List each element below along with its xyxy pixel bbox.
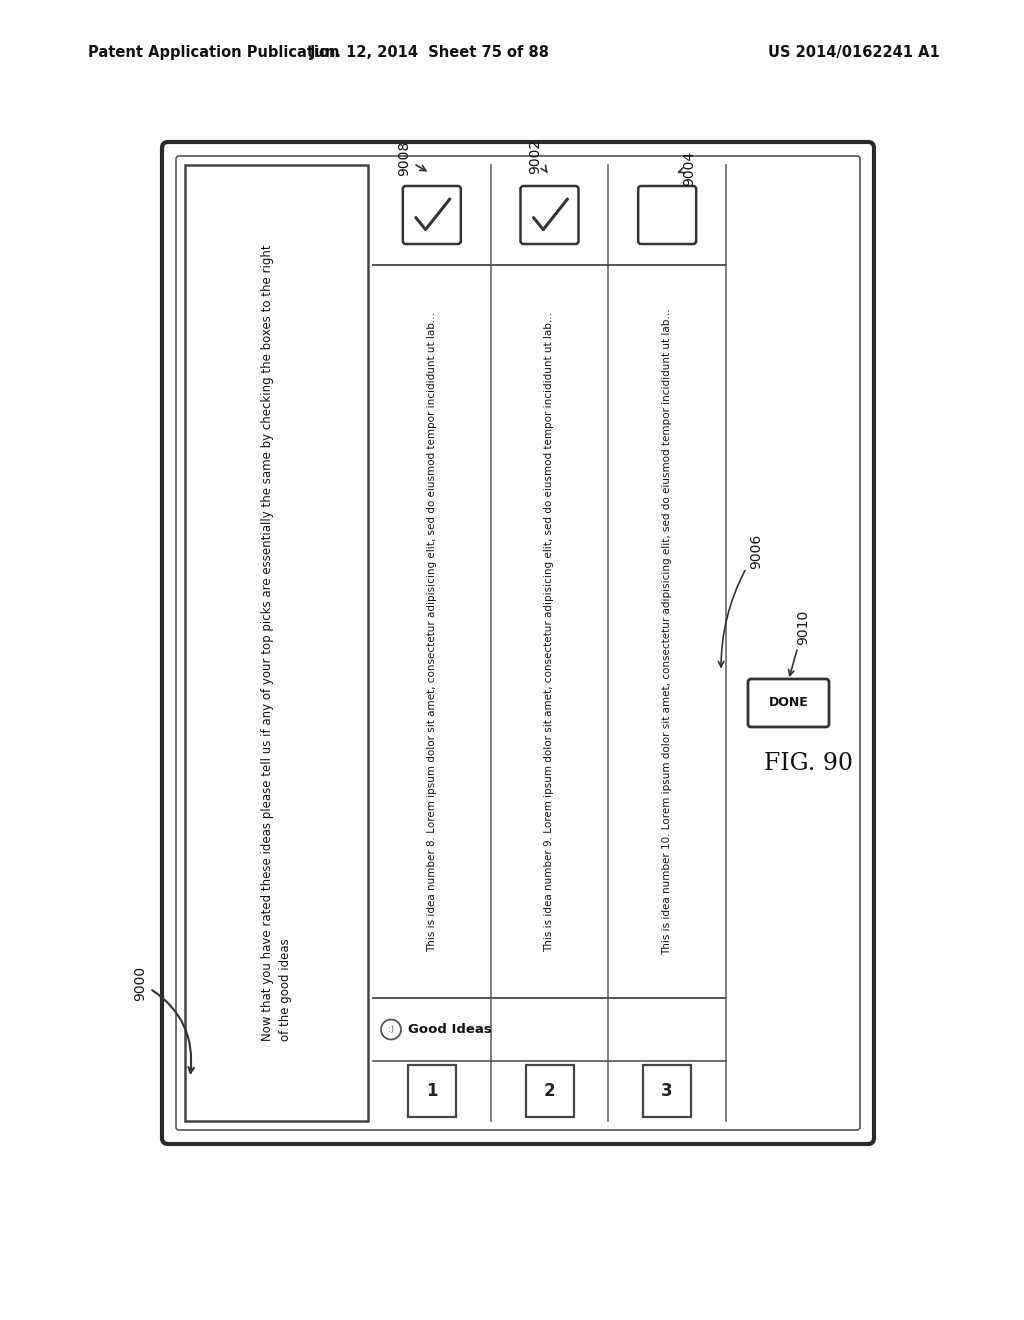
Text: Patent Application Publication: Patent Application Publication xyxy=(88,45,340,59)
Text: 1: 1 xyxy=(426,1082,437,1100)
FancyBboxPatch shape xyxy=(748,678,829,727)
Text: US 2014/0162241 A1: US 2014/0162241 A1 xyxy=(768,45,940,59)
Text: DONE: DONE xyxy=(769,697,808,710)
Text: FIG. 90: FIG. 90 xyxy=(764,751,853,775)
Text: This is idea number 10. Lorem ipsum dolor sit amet, consectetur adipisicing elit: This is idea number 10. Lorem ipsum dolo… xyxy=(663,309,672,954)
FancyBboxPatch shape xyxy=(162,143,874,1144)
Bar xyxy=(185,165,368,1121)
FancyBboxPatch shape xyxy=(638,186,696,244)
Text: 9000: 9000 xyxy=(133,965,194,1073)
Text: 9006: 9006 xyxy=(718,533,763,667)
Text: 9004: 9004 xyxy=(679,150,696,186)
Text: Now that you have rated these ideas please tell us if any of your top picks are : Now that you have rated these ideas plea… xyxy=(261,244,292,1041)
Text: This is idea number 8. Lorem ipsum dolor sit amet, consectetur adipisicing elit,: This is idea number 8. Lorem ipsum dolor… xyxy=(427,312,437,952)
Bar xyxy=(525,1065,573,1117)
Text: 9002: 9002 xyxy=(528,139,547,173)
Bar xyxy=(643,1065,691,1117)
Text: 3: 3 xyxy=(662,1082,673,1100)
Text: 2: 2 xyxy=(544,1082,555,1100)
FancyBboxPatch shape xyxy=(402,186,461,244)
FancyBboxPatch shape xyxy=(176,156,860,1130)
Text: Jun. 12, 2014  Sheet 75 of 88: Jun. 12, 2014 Sheet 75 of 88 xyxy=(310,45,550,59)
FancyBboxPatch shape xyxy=(520,186,579,244)
Text: 9008: 9008 xyxy=(397,140,426,176)
Circle shape xyxy=(381,1019,401,1040)
Bar xyxy=(408,1065,456,1117)
Text: Good Ideas: Good Ideas xyxy=(408,1023,492,1036)
Text: :): :) xyxy=(388,1026,394,1034)
Text: 9010: 9010 xyxy=(788,610,811,676)
Text: This is idea number 9. Lorem ipsum dolor sit amet, consectetur adipisicing elit,: This is idea number 9. Lorem ipsum dolor… xyxy=(545,312,555,952)
